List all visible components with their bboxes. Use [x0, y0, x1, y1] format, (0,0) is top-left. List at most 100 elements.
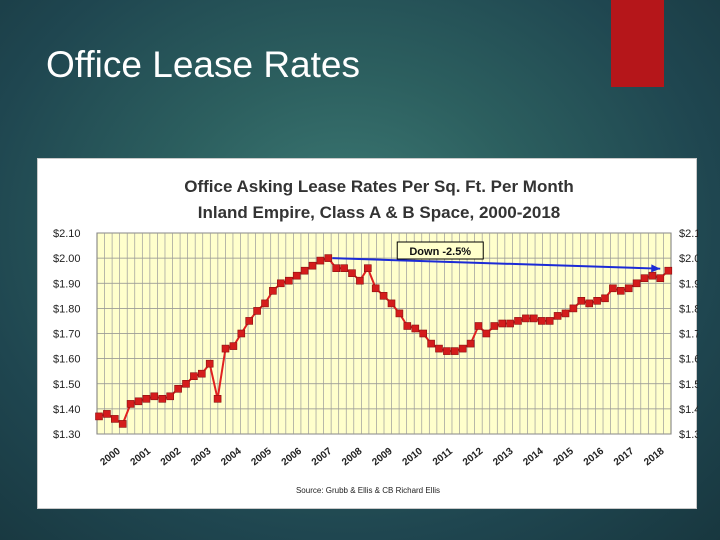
- y-tick-label-right: $1.70: [679, 329, 698, 341]
- data-point-marker: [640, 274, 649, 282]
- y-tick-label-left: $1.30: [53, 429, 81, 441]
- data-point-marker: [593, 297, 601, 305]
- data-point-marker: [585, 299, 594, 308]
- y-tick-label-right: $1.60: [679, 354, 698, 366]
- data-point-marker: [443, 347, 451, 355]
- data-point-marker: [624, 284, 633, 293]
- data-point-marker: [601, 294, 609, 303]
- data-point-marker: [522, 314, 530, 323]
- data-point-marker: [182, 380, 190, 388]
- line-chart: Office Asking Lease Rates Per Sq. Ft. Pe…: [53, 177, 698, 495]
- x-tick-label: 2012: [461, 446, 486, 469]
- data-point-marker: [450, 347, 459, 355]
- data-point-marker: [648, 271, 657, 280]
- y-tick-label-left: $1.40: [53, 404, 81, 416]
- y-tick-label-left: $1.70: [53, 329, 81, 341]
- data-point-marker: [577, 297, 586, 305]
- data-point-marker: [379, 292, 388, 300]
- data-point-marker: [277, 279, 285, 288]
- data-point-marker: [545, 317, 554, 325]
- data-point-marker: [632, 279, 641, 288]
- x-tick-label: 2017: [612, 446, 637, 469]
- data-point-marker: [356, 276, 364, 285]
- x-tick-label: 2010: [401, 446, 426, 469]
- data-point-marker: [363, 264, 372, 272]
- x-tick-label: 2005: [249, 446, 274, 469]
- x-tick-label: 2008: [340, 446, 365, 469]
- x-tick-label: 2011: [431, 446, 455, 468]
- data-point-marker: [474, 322, 483, 330]
- data-point-marker: [498, 319, 507, 328]
- data-point-marker: [490, 322, 499, 330]
- x-tick-label: 2015: [552, 446, 577, 469]
- y-tick-label-right: $1.80: [679, 303, 698, 315]
- series-rates: [95, 254, 673, 428]
- x-tick-label: 2009: [370, 446, 395, 469]
- x-tick-label: 2003: [189, 446, 214, 469]
- y-tick-label-right: $1.90: [679, 278, 698, 290]
- data-point-marker: [419, 329, 428, 338]
- data-point-marker: [134, 397, 143, 406]
- data-point-marker: [269, 287, 277, 295]
- annotation-arrow: [332, 257, 661, 270]
- x-tick-label: 2007: [310, 446, 335, 469]
- data-point-marker: [285, 276, 293, 285]
- data-point-marker: [118, 420, 127, 428]
- data-point-marker: [537, 317, 546, 325]
- data-point-marker: [656, 274, 665, 282]
- data-point-marker: [458, 344, 467, 353]
- data-point-marker: [174, 385, 182, 393]
- chart-source: Source: Grubb & Ellis & CB Richard Ellis: [296, 486, 440, 495]
- annotation: Down -2.5%: [332, 241, 661, 273]
- x-tick-label: 2013: [491, 446, 516, 469]
- data-point-marker: [324, 254, 333, 262]
- data-point-marker: [111, 415, 119, 423]
- data-point-marker: [213, 395, 222, 403]
- chart-title: Office Asking Lease Rates Per Sq. Ft. Pe…: [184, 177, 574, 196]
- accent-bar: [611, 0, 664, 87]
- data-point-marker: [245, 317, 253, 325]
- annotation-box: [396, 241, 484, 260]
- data-point-marker: [190, 372, 198, 380]
- data-point-marker: [150, 392, 159, 401]
- data-point-marker: [340, 264, 348, 272]
- data-point-marker: [435, 344, 443, 353]
- data-point-marker: [506, 319, 514, 328]
- data-point-marker: [158, 395, 167, 403]
- data-point-marker: [529, 314, 538, 323]
- x-tick-label: 2014: [521, 446, 546, 469]
- data-point-marker: [348, 269, 356, 277]
- data-point-marker: [403, 322, 412, 330]
- data-point-marker: [616, 287, 625, 295]
- slide-title: Office Lease Rates: [46, 44, 360, 85]
- data-point-marker: [609, 284, 617, 293]
- data-point-marker: [103, 410, 111, 418]
- data-point-marker: [395, 309, 404, 318]
- y-tick-label-right: $1.50: [679, 379, 698, 391]
- data-point-marker: [387, 299, 396, 308]
- data-point-marker: [371, 284, 380, 293]
- y-tick-label-right: $2.00: [679, 253, 698, 265]
- x-tick-label: 2016: [582, 446, 607, 469]
- y-tick-label-left: $1.90: [53, 278, 81, 290]
- y-tick-label-left: $1.60: [53, 354, 81, 366]
- x-tick-label: 2006: [280, 446, 305, 469]
- annotation-label: Down -2.5%: [409, 246, 471, 258]
- y-tick-label-left: $2.10: [53, 228, 81, 240]
- chart-subtitle: Inland Empire, Class A & B Space, 2000-2…: [198, 203, 561, 222]
- x-tick-label: 2004: [219, 446, 244, 469]
- data-point-marker: [292, 271, 301, 280]
- data-point-marker: [253, 307, 261, 315]
- data-point-marker: [482, 329, 491, 338]
- y-tick-label-left: $2.00: [53, 253, 81, 265]
- data-point-marker: [261, 299, 269, 308]
- data-point-marker: [308, 261, 317, 270]
- data-point-marker: [411, 324, 420, 333]
- data-point-marker: [229, 342, 238, 350]
- x-tick-label: 2001: [129, 446, 154, 469]
- annotation-arrowhead: [651, 264, 661, 273]
- data-point-marker: [126, 400, 135, 408]
- data-point-marker: [221, 344, 230, 353]
- data-point-marker: [95, 412, 103, 421]
- x-tick-label: 2018: [642, 446, 667, 469]
